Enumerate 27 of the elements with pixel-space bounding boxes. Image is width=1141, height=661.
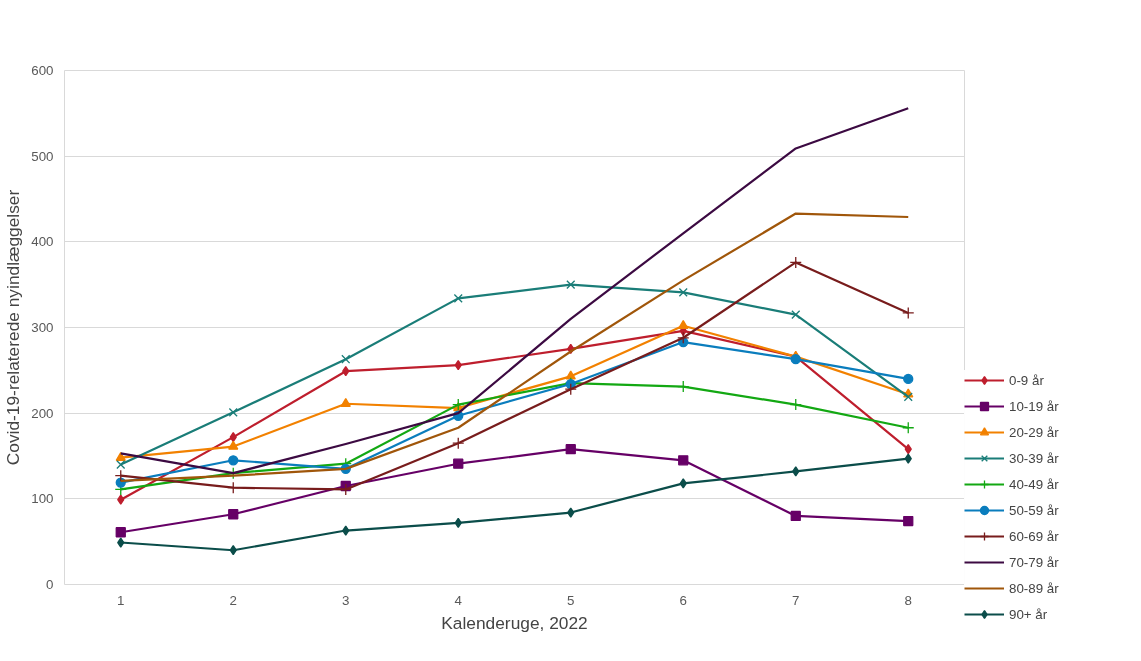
y-tick-label: 0: [46, 577, 54, 592]
legend-label: 60-69 år: [1009, 528, 1059, 544]
legend-label: 90+ år: [1009, 606, 1048, 622]
legend-label: 20-29 år: [1009, 424, 1059, 440]
x-tick-label: 3: [342, 592, 350, 608]
y-axis-title: Covid-19-relaterede nyindlæggelser: [3, 189, 24, 466]
y-tick-label: 500: [31, 148, 54, 164]
x-tick-label: 4: [454, 592, 463, 608]
legend-label: 50-59 år: [1009, 502, 1059, 518]
y-tick-label: 200: [31, 405, 54, 421]
legend-label: 30-39 år: [1009, 450, 1059, 466]
x-tick-label: 5: [567, 592, 575, 608]
x-tick-label: 1: [117, 592, 125, 608]
y-tick-label: 100: [31, 491, 54, 507]
legend-label: 0-9 år: [1009, 372, 1044, 388]
x-tick-label: 8: [904, 592, 912, 608]
legend-label: 10-19 år: [1009, 398, 1059, 414]
y-tick-label: 600: [31, 63, 54, 78]
y-tick-label: 400: [31, 234, 54, 250]
x-tick-label: 6: [679, 592, 687, 608]
x-axis-title: Kalenderuge, 2022: [441, 612, 588, 633]
legend-label: 40-49 år: [1009, 476, 1059, 492]
x-tick-label: 2: [229, 592, 237, 608]
x-tick-label: 7: [792, 592, 800, 608]
legend-label: 80-89 år: [1009, 580, 1059, 596]
y-tick-label: 300: [31, 320, 54, 335]
legend-label: 70-79 år: [1009, 554, 1059, 570]
